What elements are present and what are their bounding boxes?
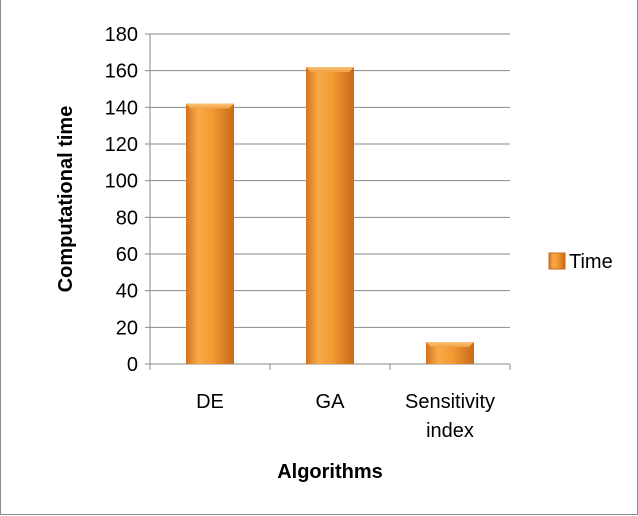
y-tick-label: 40 <box>116 281 138 303</box>
bars <box>186 67 474 365</box>
x-tick-label: DE <box>196 391 224 413</box>
legend-swatch <box>548 252 566 270</box>
legend: Time <box>548 251 613 273</box>
y-tick-label: 120 <box>105 134 138 156</box>
bar-ga <box>306 67 354 364</box>
y-tick-label: 100 <box>105 171 138 193</box>
bar-de <box>186 103 234 365</box>
x-tick-label: GA <box>316 391 346 413</box>
y-tick-label: 180 <box>105 24 138 46</box>
y-axis-title: Computational time <box>55 106 77 293</box>
x-axis-title: Algorithms <box>277 461 383 483</box>
labels: 0 20 40 60 80 100 120 140 160 180 DE GA Sensitivity i… <box>55 24 495 483</box>
y-tick-label: 140 <box>105 97 138 119</box>
y-tick-label: 80 <box>116 207 138 229</box>
y-tick-label: 60 <box>116 244 138 266</box>
legend-label: Time <box>569 251 613 273</box>
bar-top-bevel <box>306 67 354 72</box>
bar-top-bevel <box>186 103 234 109</box>
x-tick-label: index <box>426 420 474 442</box>
bar-sensitivity-index <box>426 342 474 364</box>
y-tick-label: 0 <box>127 354 138 376</box>
y-tick-label: 160 <box>105 61 138 83</box>
x-tick-label: Sensitivity <box>405 391 495 413</box>
y-tick-label: 20 <box>116 317 138 339</box>
bar-top-bevel <box>426 342 474 347</box>
